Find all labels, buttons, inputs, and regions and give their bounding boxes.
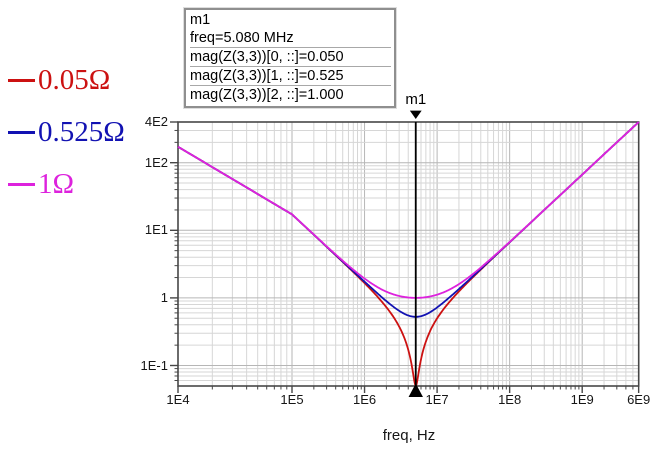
trace-swatch-r1-icon	[8, 182, 35, 186]
marker-readout-freq: freq=5.080 MHz	[190, 30, 294, 46]
x-tick-label: 1E4	[166, 392, 190, 407]
x-tick-label: 1E5	[280, 392, 304, 407]
legend-label-r005: 0.05Ω	[38, 63, 111, 96]
trace-swatch-r0525-icon	[8, 130, 35, 134]
legend-label-r1: 1Ω	[38, 167, 75, 200]
y-tick-label: 4E2	[144, 114, 168, 129]
y-tick-label: 1	[160, 289, 168, 305]
x-tick-label: 1E9	[570, 392, 594, 407]
legend-item-r005[interactable]: 0.05Ω	[8, 62, 125, 98]
trace-legend: 0.05Ω 0.525Ω 1Ω	[8, 62, 125, 218]
y-tick-label: 1E2	[144, 154, 168, 170]
legend-item-r0525[interactable]: 0.525Ω	[8, 114, 125, 150]
marker-label[interactable]: m1	[405, 91, 427, 108]
legend-label-r0525: 0.525Ω	[38, 115, 125, 148]
plot-border	[177, 121, 640, 387]
x-tick-label: 1E7	[425, 392, 449, 407]
y-tick-label: 1E1	[144, 222, 168, 238]
marker-readout-mag2: mag(Z(3,3))[2, ::]=1.000	[190, 85, 391, 104]
y-tick-label: 1E-1	[140, 357, 168, 373]
marker-readout-box[interactable]: m1 freq=5.080 MHz mag(Z(3,3))[0, ::]=0.0…	[184, 8, 396, 108]
marker-triangle-top-icon[interactable]	[409, 110, 422, 119]
marker-readout-mag1: mag(Z(3,3))[1, ::]=0.525	[190, 66, 391, 85]
x-axis-title: freq, Hz	[382, 427, 436, 444]
marker-readout-title: m1	[190, 12, 211, 28]
x-tick-label: 1E6	[352, 392, 377, 407]
x-tick-label: 1E8	[498, 392, 522, 407]
marker-triangle-bottom-icon[interactable]	[408, 383, 423, 398]
trace-swatch-r005-icon	[8, 78, 35, 82]
x-tick-label: 6E9	[627, 392, 651, 407]
trace-1Ω[interactable]	[177, 121, 640, 299]
legend-item-r1[interactable]: 1Ω	[8, 166, 125, 202]
marker-readout-mag0: mag(Z(3,3))[0, ::]=0.050	[190, 47, 391, 66]
